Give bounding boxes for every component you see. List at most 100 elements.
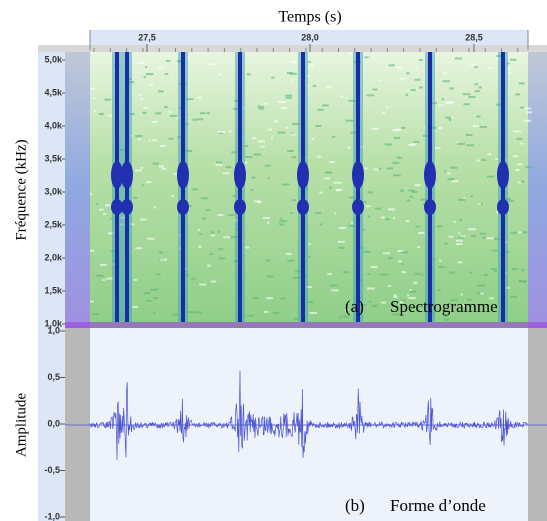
texture-speck xyxy=(105,204,111,207)
texture-speck xyxy=(139,98,144,101)
texture-speck xyxy=(378,167,382,170)
texture-speck xyxy=(409,289,412,292)
texture-speck xyxy=(253,153,261,156)
texture-speck xyxy=(223,236,230,239)
texture-speck xyxy=(515,169,520,172)
texture-speck xyxy=(217,130,226,133)
texture-speck xyxy=(168,137,174,140)
texture-speck xyxy=(489,297,494,300)
unselected-region xyxy=(528,52,547,328)
texture-speck xyxy=(312,84,317,87)
texture-speck xyxy=(148,139,151,142)
texture-speck xyxy=(329,284,338,287)
texture-speck xyxy=(215,163,223,166)
texture-speck xyxy=(479,232,486,235)
texture-speck xyxy=(468,95,476,98)
texture-speck xyxy=(466,298,473,301)
texture-speck xyxy=(96,203,99,206)
texture-speck xyxy=(458,232,461,235)
texture-speck xyxy=(198,232,202,235)
texture-speck xyxy=(462,93,471,96)
texture-speck xyxy=(494,270,497,273)
texture-speck xyxy=(386,106,389,109)
texture-speck xyxy=(198,245,202,248)
texture-speck xyxy=(367,215,371,218)
texture-speck xyxy=(371,304,379,307)
frequency-tick-label: 5,0k xyxy=(44,54,63,64)
texture-speck xyxy=(487,175,495,178)
texture-speck xyxy=(443,170,447,173)
texture-speck xyxy=(474,90,480,93)
click-formant xyxy=(424,161,436,189)
texture-speck xyxy=(408,143,416,146)
frequency-tick-label: 2,5k xyxy=(44,219,63,229)
texture-speck xyxy=(285,96,292,99)
texture-speck xyxy=(156,273,161,276)
texture-speck xyxy=(474,65,478,68)
click-formant xyxy=(111,161,123,189)
texture-speck xyxy=(264,310,269,313)
texture-speck xyxy=(359,303,367,306)
texture-speck xyxy=(160,258,168,261)
texture-speck xyxy=(171,195,174,198)
texture-speck xyxy=(526,111,533,114)
texture-speck xyxy=(405,93,408,96)
texture-speck xyxy=(486,153,492,156)
texture-speck xyxy=(508,67,511,70)
click-formant xyxy=(234,199,246,215)
texture-speck xyxy=(480,292,485,295)
texture-speck xyxy=(137,61,145,64)
texture-speck xyxy=(439,259,442,262)
texture-speck xyxy=(215,161,223,164)
texture-speck xyxy=(311,138,315,141)
texture-speck xyxy=(417,245,421,248)
texture-speck xyxy=(309,311,317,314)
texture-speck xyxy=(510,231,517,234)
texture-speck xyxy=(343,315,349,318)
texture-speck xyxy=(317,108,324,111)
click-formant xyxy=(177,161,189,189)
texture-speck xyxy=(348,99,356,102)
texture-speck xyxy=(388,64,395,67)
texture-speck xyxy=(338,226,347,229)
texture-speck xyxy=(206,264,211,267)
click-formant xyxy=(497,161,509,189)
texture-speck xyxy=(401,263,404,266)
texture-speck xyxy=(325,86,332,89)
texture-speck xyxy=(438,126,443,129)
texture-speck xyxy=(368,56,374,59)
texture-speck xyxy=(109,217,114,220)
texture-speck xyxy=(108,114,112,117)
texture-speck xyxy=(327,273,332,276)
texture-speck xyxy=(387,167,394,170)
texture-speck xyxy=(393,301,396,304)
texture-speck xyxy=(415,225,420,228)
texture-speck xyxy=(257,105,264,108)
texture-speck xyxy=(513,130,522,133)
texture-speck xyxy=(143,106,148,109)
texture-speck xyxy=(515,93,521,96)
texture-speck xyxy=(414,78,421,81)
texture-speck xyxy=(147,237,155,240)
texture-speck xyxy=(491,249,498,252)
texture-speck xyxy=(396,156,403,159)
texture-speck xyxy=(379,79,383,82)
frequency-tick-label: 3,0k xyxy=(44,186,63,196)
texture-speck xyxy=(192,118,197,121)
texture-speck xyxy=(144,66,147,69)
texture-speck xyxy=(478,86,482,89)
texture-speck xyxy=(362,228,366,231)
texture-speck xyxy=(159,144,167,147)
caption-letter: (b) xyxy=(345,496,365,515)
texture-speck xyxy=(321,104,329,107)
click-formant xyxy=(121,161,133,189)
click-formant xyxy=(352,199,364,215)
texture-speck xyxy=(153,206,156,209)
texture-speck xyxy=(393,174,401,177)
texture-speck xyxy=(401,271,406,274)
texture-speck xyxy=(90,249,95,252)
texture-speck xyxy=(186,311,194,314)
texture-speck xyxy=(454,57,463,60)
texture-speck xyxy=(449,271,456,274)
time-tick-label: 28,5 xyxy=(465,32,483,42)
